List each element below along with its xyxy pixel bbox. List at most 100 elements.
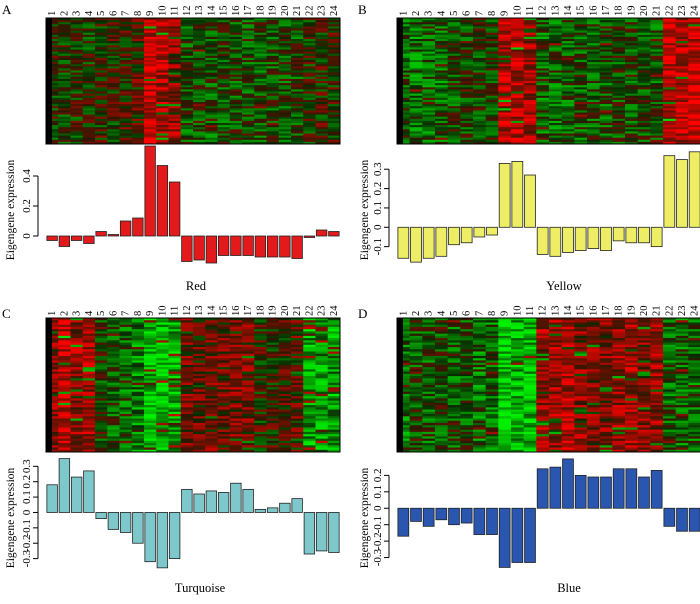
heatmap-cell	[663, 127, 676, 129]
heatmap-cell	[120, 115, 133, 117]
heatmap-cell	[279, 389, 292, 392]
heatmap-cell	[107, 369, 120, 372]
heatmap-cell	[663, 125, 676, 127]
heatmap-cell	[688, 140, 700, 142]
heatmap-cell	[448, 89, 461, 91]
heatmap-cell	[205, 102, 218, 104]
heatmap-cell	[422, 41, 435, 43]
heatmap-cell	[169, 60, 182, 62]
heatmap-cell	[58, 117, 71, 119]
heatmap-cell	[435, 423, 448, 426]
heatmap-cell	[267, 96, 280, 98]
heatmap-cell	[574, 81, 587, 83]
heatmap-cell	[328, 127, 341, 129]
heatmap-cell	[473, 347, 486, 350]
heatmap-cell	[303, 416, 316, 419]
sample-label-9: 9	[145, 311, 156, 316]
heatmap-cell	[536, 94, 549, 96]
heatmap-cell	[410, 81, 423, 83]
heatmap-cell	[230, 22, 243, 24]
heatmap-cell	[536, 41, 549, 43]
heatmap-cell	[473, 367, 486, 370]
heatmap-cell	[303, 127, 316, 129]
heatmap-cell	[95, 121, 108, 123]
heatmap-cell	[587, 52, 600, 54]
heatmap-cell	[156, 96, 169, 98]
heatmap-cell	[58, 376, 71, 379]
heatmap-cell	[267, 83, 280, 85]
heatmap-cell	[132, 43, 145, 45]
heatmap-cell	[460, 443, 473, 446]
heatmap-cell	[688, 41, 700, 43]
heatmap-cell	[71, 407, 84, 410]
heatmap-cell	[316, 430, 329, 433]
heatmap-cell	[205, 374, 218, 377]
heatmap-cell	[218, 365, 231, 368]
heatmap-cell	[254, 20, 267, 22]
heatmap-cell	[120, 336, 133, 339]
heatmap-cell	[205, 96, 218, 98]
heatmap-cell	[181, 104, 194, 106]
heatmap-cell	[486, 367, 499, 370]
heatmap-cell	[536, 73, 549, 75]
heatmap-cell	[448, 340, 461, 343]
heatmap-cell	[95, 71, 108, 73]
heatmap-cell	[230, 60, 243, 62]
heatmap-cell	[303, 360, 316, 363]
heatmap-cell	[279, 396, 292, 399]
heatmap-cell	[267, 66, 280, 68]
heatmap-cell	[511, 117, 524, 119]
heatmap-cell	[279, 394, 292, 397]
heatmap-cell	[562, 52, 575, 54]
heatmap-cell	[230, 389, 243, 392]
heatmap-cell	[316, 369, 329, 372]
heatmap-cell	[95, 87, 108, 89]
heatmap-cell	[107, 117, 120, 119]
heatmap-cell	[279, 37, 292, 39]
heatmap-cell	[524, 79, 537, 81]
sample-label-6: 6	[462, 11, 473, 16]
heatmap-cell	[612, 20, 625, 22]
sample-label-8: 8	[487, 11, 498, 16]
heatmap-cell	[254, 360, 267, 363]
heatmap-cell	[291, 389, 304, 392]
sample-label-21: 21	[292, 306, 303, 317]
heatmap-cell	[120, 102, 133, 104]
heatmap-cell	[638, 39, 651, 41]
heatmap-cell	[218, 87, 231, 89]
heatmap-cell	[562, 123, 575, 125]
heatmap-cell	[435, 436, 448, 439]
heatmap-cell	[242, 407, 255, 410]
heatmap-cell	[83, 343, 96, 346]
heatmap-cell	[71, 104, 84, 106]
heatmap-cell	[600, 60, 613, 62]
heatmap-cell	[638, 75, 651, 77]
heatmap-cell	[448, 106, 461, 108]
heatmap-cell	[328, 385, 341, 388]
heatmap-cell	[410, 85, 423, 87]
heatmap-cell	[279, 443, 292, 446]
heatmap-cell	[316, 79, 329, 81]
heatmap-cell	[156, 113, 169, 115]
heatmap-cell	[169, 83, 182, 85]
heatmap-cell	[562, 45, 575, 47]
heatmap-cell	[156, 358, 169, 361]
heatmap-cell	[230, 394, 243, 397]
heatmap-cell	[460, 33, 473, 35]
heatmap-cell	[218, 129, 231, 131]
bar-4	[436, 227, 447, 256]
heatmap-cell	[549, 68, 562, 70]
heatmap-cell	[71, 22, 84, 24]
heatmap-cell	[688, 64, 700, 66]
heatmap-cell	[303, 358, 316, 361]
heatmap-cell	[486, 421, 499, 424]
heatmap-cell	[574, 136, 587, 138]
heatmap-cell	[511, 24, 524, 26]
heatmap-cell	[132, 436, 145, 439]
heatmap-cell	[132, 365, 145, 368]
sample-label-20: 20	[639, 6, 650, 17]
heatmap-cell	[291, 436, 304, 439]
heatmap-cell	[328, 436, 341, 439]
heatmap-cell	[242, 81, 255, 83]
heatmap-cell	[291, 45, 304, 47]
